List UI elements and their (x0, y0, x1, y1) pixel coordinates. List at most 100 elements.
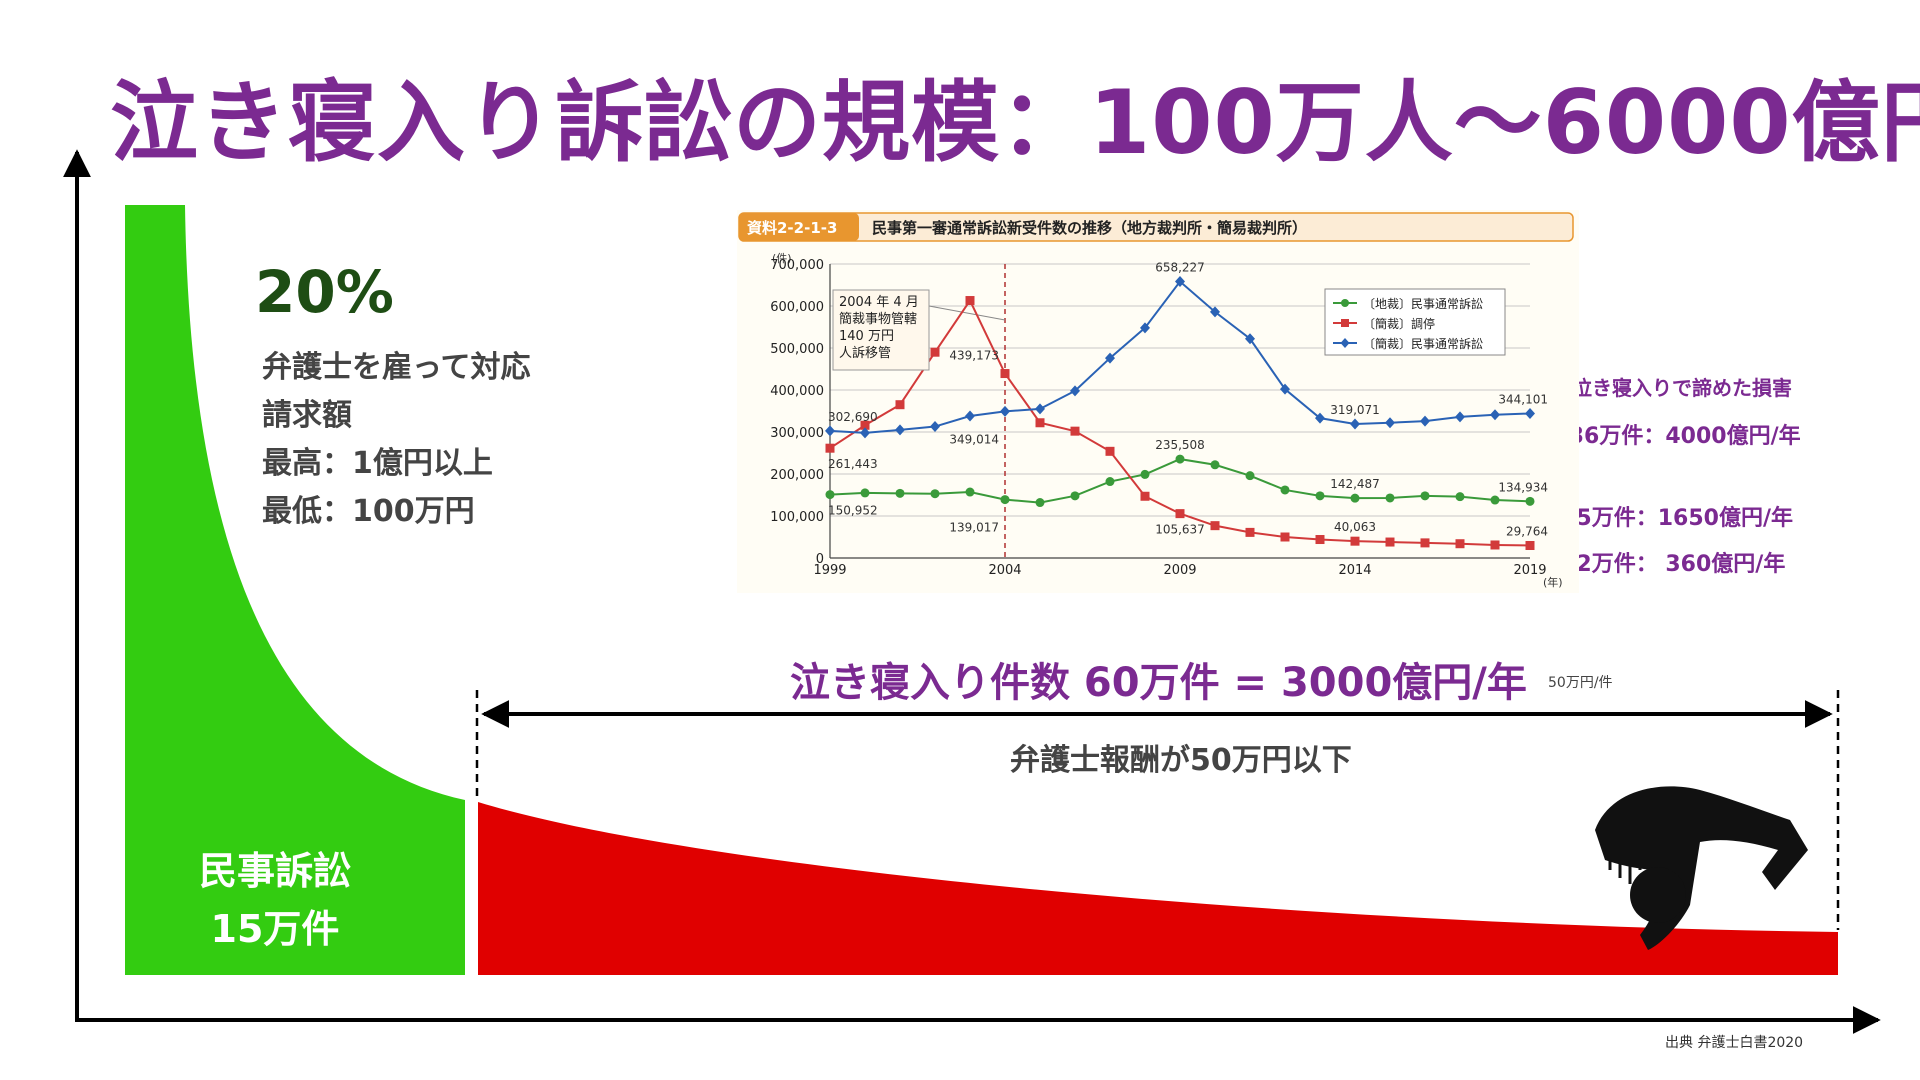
barred-cage-icon (1608, 804, 1642, 884)
data-point (825, 443, 835, 453)
data-label: 261,443 (828, 457, 878, 471)
annotation-line: 140 万円 (839, 329, 894, 344)
chart-title: 民事第一審通常訴訟新受件数の推移（地方裁判所・簡易裁判所） (872, 219, 1307, 237)
annotation-line: 簡裁事物管轄 (839, 311, 917, 327)
data-label: 29,764 (1506, 524, 1548, 538)
y-tick-label: 500,000 (770, 342, 824, 357)
data-point (860, 427, 870, 439)
data-label: 105,637 (1155, 523, 1205, 537)
data-point (1245, 527, 1255, 537)
data-point (895, 488, 905, 498)
data-point (1210, 521, 1220, 531)
data-point (1420, 538, 1430, 548)
data-label: 319,071 (1330, 403, 1380, 417)
loss-annotation-header: 泣き寝入りで諦めた損害 (1572, 376, 1792, 400)
data-point (1525, 540, 1535, 550)
data-point (860, 420, 870, 430)
data-point (1280, 383, 1290, 395)
data-point (1105, 352, 1115, 364)
data-point (1210, 460, 1220, 470)
data-point (895, 424, 905, 436)
data-point (1455, 539, 1465, 549)
data-point (1385, 493, 1395, 503)
data-point (1000, 405, 1010, 417)
line-chart: 資料2-2-1-3 民事第一審通常訴訟新受件数の推移（地方裁判所・簡易裁判所） … (738, 212, 1574, 589)
y-tick-label: 600,000 (770, 300, 824, 315)
data-point (1315, 491, 1325, 501)
left-text-line: 請求額 (262, 398, 352, 433)
left-text-line: 弁護士を雇って対応 (262, 350, 531, 385)
civil-count: 15万件 (210, 907, 340, 951)
fee-label: 弁護士報酬が50万円以下 (1010, 743, 1352, 778)
y-tick-label: 400,000 (770, 384, 824, 399)
y-tick-label: 100,000 (770, 510, 824, 525)
data-point (1455, 411, 1465, 423)
annotation-leader (928, 305, 1006, 321)
data-label: 235,508 (1155, 438, 1205, 452)
data-point (1175, 276, 1185, 288)
green-area (125, 205, 465, 975)
data-point (965, 410, 975, 422)
data-point (1490, 540, 1500, 550)
data-point (1280, 532, 1290, 542)
per-case-note: 50万円/件 (1548, 675, 1613, 691)
data-point (965, 296, 975, 306)
data-point (1350, 418, 1360, 430)
source-note: 出典 弁護士白書2020 (1665, 1035, 1804, 1051)
annotation-line: 2004 年 4 月 (839, 295, 919, 310)
chart-tag: 資料2-2-1-3 (747, 219, 837, 237)
data-label: 150,952 (828, 504, 878, 518)
data-point (825, 490, 835, 500)
data-point (1280, 485, 1290, 495)
data-point (930, 489, 940, 499)
y-axis-unit: (件) (772, 252, 792, 265)
x-axis-unit: (年) (1543, 575, 1563, 589)
x-tick-label: 2004 (988, 563, 1021, 578)
annotation-line: 人訴移管 (839, 345, 891, 361)
data-label: 302,690 (828, 410, 878, 424)
legend-marker (1341, 319, 1349, 327)
percent-label: 20% (255, 258, 394, 326)
y-tick-label: 700,000 (770, 258, 824, 273)
data-point (1385, 537, 1395, 547)
annotation-box (832, 289, 930, 371)
data-point (1245, 333, 1255, 345)
page-title: 泣き寝入り訴訟の規模：100万人〜6000億円 (110, 71, 1920, 174)
data-point (895, 400, 905, 410)
data-point (1070, 385, 1080, 397)
data-point (1420, 415, 1430, 427)
inset-chart: 資料2-2-1-3 民事第一審通常訴訟新受件数の推移（地方裁判所・簡易裁判所） … (737, 210, 1579, 593)
data-point (965, 487, 975, 497)
x-tick-label: 1999 (813, 563, 846, 578)
data-point (1070, 426, 1080, 436)
data-point (930, 347, 940, 357)
data-point (1525, 496, 1535, 506)
data-point (1175, 509, 1185, 519)
civil-label: 民事訴訟 (198, 849, 351, 893)
data-point (1490, 409, 1500, 421)
data-point (1035, 498, 1045, 508)
x-tick-label: 2009 (1163, 563, 1196, 578)
x-tick-label: 2019 (1513, 563, 1546, 578)
data-label: 658,227 (1155, 261, 1205, 275)
data-point (1140, 322, 1150, 334)
data-point (1105, 477, 1115, 487)
data-point (1035, 418, 1045, 428)
legend-marker (1340, 338, 1350, 348)
data-point (1525, 407, 1535, 419)
legend-label: 〔簡裁〕調停 (1363, 316, 1435, 331)
left-text-line: 最高：1億円以上 (262, 446, 493, 481)
legend-label: 〔地裁〕民事通常訴訟 (1363, 296, 1483, 311)
data-point (1315, 535, 1325, 545)
data-label: 344,101 (1498, 392, 1548, 406)
legend-marker (1341, 299, 1349, 307)
data-point (1210, 306, 1220, 318)
chart-tag-bg (739, 213, 859, 241)
unfiled-cases-label: 泣き寝入り件数 60万件 = 3000億円/年 (790, 660, 1527, 706)
data-point (1175, 454, 1185, 464)
legend-label: 〔簡裁〕民事通常訴訟 (1363, 336, 1483, 351)
data-point (930, 421, 940, 433)
data-point (1455, 492, 1465, 502)
data-point (1490, 495, 1500, 505)
